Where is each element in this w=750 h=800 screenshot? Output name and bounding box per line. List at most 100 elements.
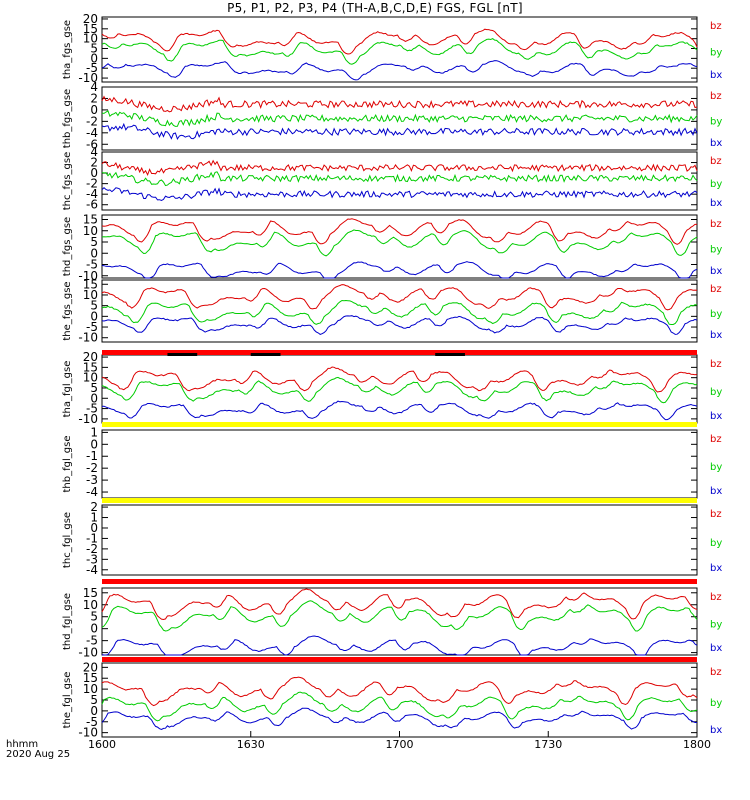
y-tick-label: 15 [83,213,98,227]
x-tick-label: 1800 [683,738,711,751]
y-tick-label: -5 [86,320,98,334]
flag-marker [250,353,281,356]
series-line-by [101,171,698,187]
legend-bx: bx [710,266,722,277]
series-line-bz [101,28,698,55]
y-tick-label: -10 [78,71,98,85]
y-axis-label: the_fgl_gse [62,672,73,729]
legend-by: by [710,309,722,320]
x-tick-label: 1700 [386,738,414,751]
series-line-bx [101,122,698,141]
series-line-bx [101,635,698,656]
series-line-by [101,110,698,127]
y-tick-label: 10 [83,598,98,612]
y-tick-label: 2 [90,500,98,514]
series-line-bz [101,676,698,707]
series-line-by [101,376,698,404]
y-tick-label: 5 [90,693,98,707]
panel-frame [101,429,698,499]
flag-bar [102,579,697,584]
y-tick-label: 0 [90,51,98,65]
y-tick-label: 0 [90,622,98,636]
y-tick-label: 15 [83,360,98,374]
legend-bz: bz [710,91,722,102]
y-tick-label: -1 [86,449,98,463]
y-tick-label: 0 [90,309,98,323]
y-tick-label: 0 [90,391,98,405]
legend-by: by [710,179,722,190]
legend-bx: bx [710,330,722,341]
panel-frame [101,151,698,211]
y-axis-label: tha_fgs_gse [62,20,73,79]
series-line-bx [101,60,698,81]
series-line-bx [101,315,698,335]
y-tick-label: -6 [86,137,98,151]
y-tick-label: 5 [90,381,98,395]
legend-bx: bx [710,198,722,209]
y-tick-label: 0 [90,521,98,535]
x-tick-label: 1630 [237,738,265,751]
legend-by: by [710,620,722,631]
legend-bz: bz [710,219,722,230]
legend-by: by [710,117,722,128]
series-line-by [101,229,698,257]
panel-frame [101,16,698,83]
footer-hhmm: hhmm [6,739,39,750]
footer-date: 2020 Aug 25 [6,749,71,760]
series-line-by [101,38,698,65]
x-tick-label: 1730 [534,738,562,751]
legend-bz: bz [710,509,722,520]
y-tick-label: 15 [83,586,98,600]
chart-title: P5, P1, P2, P3, P4 (TH-A,B,C,D,E) FGS, F… [227,1,523,15]
series-line-bz [101,95,698,113]
legend-by: by [710,245,722,256]
series-line-bx [101,261,698,279]
y-tick-label: 0 [90,437,98,451]
y-tick-label: 10 [83,224,98,238]
legend-bz: bz [710,359,722,370]
legend-bx: bx [710,138,722,149]
y-tick-label: -2 [86,461,98,475]
y-tick-label: 1 [90,511,98,525]
series-line-bz [101,218,697,245]
panel-frame [101,504,698,576]
y-tick-label: 0 [90,103,98,117]
y-axis-label: thc_fgs_gse [62,152,73,211]
legend-bz: bz [710,592,722,603]
flag-bar [102,350,697,355]
y-tick-label: 5 [90,235,98,249]
legend-by: by [710,387,722,398]
legend-bz: bz [710,667,722,678]
y-tick-label: -10 [78,331,98,345]
y-tick-label: -2 [86,542,98,556]
y-tick-label: 5 [90,299,98,313]
y-tick-label: -3 [86,552,98,566]
y-tick-label: -6 [86,198,98,212]
y-tick-label: -10 [78,726,98,740]
y-tick-label: 0 [90,166,98,180]
y-tick-label: -3 [86,473,98,487]
y-axis-label: thd_fgs_gse [62,217,73,276]
panel-frame [101,587,698,656]
y-tick-label: 15 [83,22,98,36]
y-tick-label: 2 [90,91,98,105]
y-tick-label: -10 [78,412,98,426]
y-tick-label: 20 [83,350,98,364]
series-line-bx [101,400,698,421]
y-tick-label: 15 [83,671,98,685]
y-tick-label: 20 [83,660,98,674]
y-tick-label: 20 [83,12,98,26]
legend-bz: bz [710,156,722,167]
y-tick-label: -2 [86,177,98,191]
y-axis-label: thb_fgs_gse [62,89,73,148]
panel-frame [101,86,698,151]
y-tick-label: 4 [90,80,98,94]
flag-marker [167,353,198,356]
y-tick-label: -4 [86,126,98,140]
legend-by: by [710,48,722,59]
legend-bx: bx [710,643,722,654]
y-tick-label: 10 [83,682,98,696]
flag-marker [435,353,465,356]
y-axis-label: thb_fgl_gse [62,436,73,493]
legend-bx: bx [710,411,722,422]
